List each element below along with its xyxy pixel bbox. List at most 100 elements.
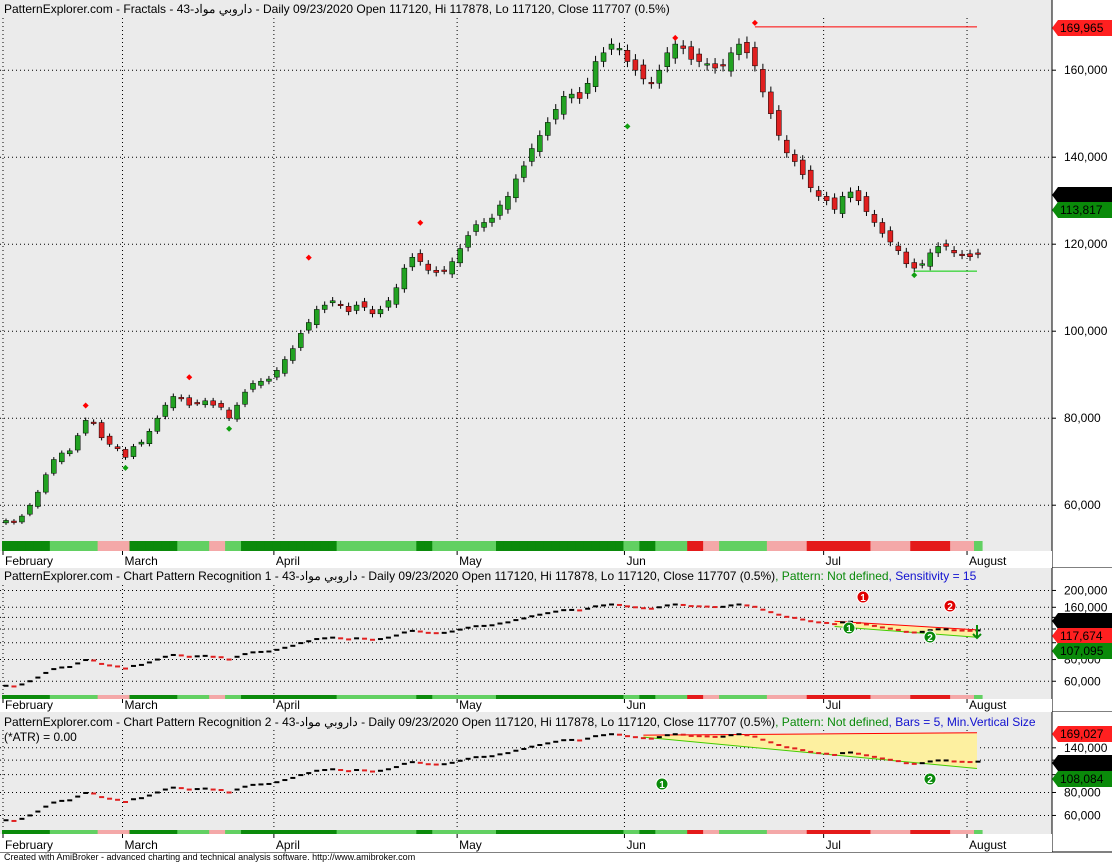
candle-body [807, 169, 814, 188]
pane-3-strip-segment [758, 830, 768, 834]
pane-2-strip-segment [352, 695, 362, 699]
pane-3-strip-segment [559, 830, 569, 834]
pane-3-strip-segment [703, 830, 712, 834]
candle-body [43, 474, 49, 493]
fractal-high-marker [417, 219, 424, 226]
pane-2-strip-segment [878, 695, 887, 699]
pane-1-strip-segment [249, 541, 258, 551]
pane-2-month-label: May [459, 698, 482, 712]
pane-2-strip-segment [344, 695, 354, 699]
pane-1-strip-segment [870, 541, 880, 551]
pane-1-strip-segment [727, 541, 736, 551]
candle-body [51, 459, 57, 474]
pane-2-strip-segment [647, 695, 656, 699]
pane-1-strip-segment [320, 541, 330, 551]
pane-3-price-label-close-bg [1052, 755, 1112, 771]
pane-1-strip-segment [711, 541, 720, 551]
fractal-low-marker [624, 123, 631, 130]
pane-1-strip-segment [121, 541, 131, 551]
pane-2-strip-segment [974, 695, 983, 699]
pane-2-strip-segment [679, 695, 688, 699]
pane-1-strip-segment [695, 541, 704, 551]
fractal-high-marker [751, 19, 758, 26]
candle-body [895, 245, 902, 251]
pane-3-strip-segment [113, 830, 123, 834]
pane-1-strip-segment [256, 541, 266, 551]
candle-body [258, 380, 264, 386]
pane-1-strip-segment [217, 541, 226, 551]
pane-1-strip-segment [527, 541, 537, 551]
pane-3-month-label: May [459, 838, 482, 852]
pane-3-strip-segment [870, 830, 880, 834]
pane-1-strip-segment [926, 541, 935, 551]
pane-3-strip-segment [2, 830, 11, 834]
candle-body [728, 52, 734, 72]
candle-body [560, 96, 567, 115]
pane-3-strip-segment [424, 830, 433, 834]
pane-3-strip-segment [623, 830, 633, 834]
candle-body [664, 52, 671, 67]
candle-body [927, 252, 933, 267]
pane-1-strip-segment [2, 541, 11, 551]
pane-2-pattern-point-1-high-text: 1 [860, 593, 866, 604]
pane-2-strip-segment [551, 695, 561, 699]
pane-2-strip-segment [17, 695, 27, 699]
candle-body [505, 196, 511, 210]
pane-1-strip-segment [145, 541, 154, 551]
pane-1-strip-segment [41, 541, 51, 551]
pane-3-strip-segment [511, 830, 521, 834]
pane-1-strip-segment [942, 541, 951, 551]
pane-2-strip-segment [958, 695, 967, 699]
pane-3-strip-segment [495, 830, 505, 834]
candle-body [712, 63, 718, 69]
pane-2-strip-segment [599, 695, 609, 699]
pane-2-strip-segment [511, 695, 521, 699]
pane-1-strip-segment [958, 541, 967, 551]
pane-2-strip-segment [591, 695, 601, 699]
pane-3-strip-segment [902, 830, 911, 834]
pane-2-strip-segment [193, 695, 202, 699]
pane-2-strip-segment [129, 695, 139, 699]
pane-1-strip-segment [615, 541, 625, 551]
pane-1-strip-segment [464, 541, 473, 551]
pane-2-strip-segment [503, 695, 513, 699]
pane-2-month-label: Jul [826, 698, 841, 712]
pane-2-strip-segment [814, 695, 824, 699]
candle-body [329, 300, 336, 304]
pane-1-strip-segment [352, 541, 362, 551]
candle-body [592, 61, 599, 87]
pane-1-strip-segment [639, 541, 648, 551]
candle-body [242, 391, 248, 405]
pane-3-strip-segment [432, 830, 441, 834]
pane-1-strip-segment [480, 541, 489, 551]
candle-body [616, 48, 623, 51]
pane-1-strip-segment [567, 541, 577, 551]
pane-3-strip-segment [105, 830, 115, 834]
candle-body [106, 435, 113, 445]
pane-3-strip-segment [256, 830, 266, 834]
candle-body [760, 69, 766, 93]
pane-1-strip-segment [918, 541, 927, 551]
candle-body [855, 190, 862, 201]
footer-credit: Created with AmiBroker - advanced charti… [4, 852, 416, 862]
pane-1-strip-segment [519, 541, 529, 551]
candle-body [369, 309, 376, 315]
candle-body [194, 402, 200, 405]
candle-body [234, 404, 240, 420]
pane-3-month-label: Jun [626, 838, 645, 852]
pane-2-strip-segment [376, 695, 386, 699]
pane-2-pattern-point-2-low [923, 630, 937, 644]
pane-3-pattern-fill [643, 732, 977, 769]
candle-body [35, 491, 41, 507]
pane-1-strip-segment [25, 541, 35, 551]
pane-3-strip-segment [209, 830, 218, 834]
pane-3-strip-segment [878, 830, 887, 834]
candle-body [274, 370, 280, 378]
candle-body [640, 64, 647, 80]
pane-2-strip-segment [950, 695, 959, 699]
pane-1-strip-segment [161, 541, 170, 551]
pane-3-strip-segment [336, 830, 346, 834]
candle-body [82, 420, 89, 434]
pane-2-strip-segment [615, 695, 625, 699]
pane-2-strip-segment [902, 695, 911, 699]
